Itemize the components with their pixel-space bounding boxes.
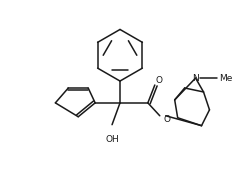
Text: O: O xyxy=(164,115,171,124)
Text: OH: OH xyxy=(105,135,119,144)
Text: N: N xyxy=(192,74,199,83)
Text: O: O xyxy=(155,76,162,85)
Text: Me: Me xyxy=(219,74,233,83)
